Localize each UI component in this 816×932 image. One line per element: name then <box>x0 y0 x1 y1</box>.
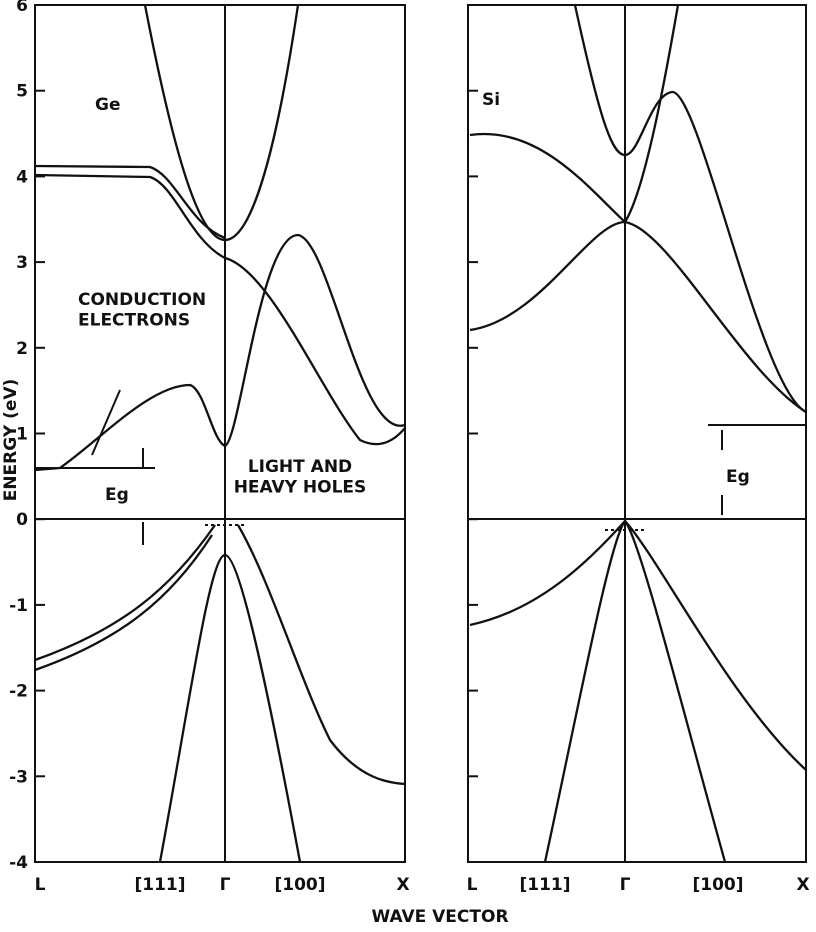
x-labels: L [111] Γ [100] X L [111] Γ [100] X <box>35 875 810 895</box>
ge-bands <box>34 4 406 863</box>
x-tick-label: Γ <box>220 875 231 895</box>
y-tick-label: -4 <box>9 853 28 873</box>
y-tick-label: 6 <box>16 0 28 16</box>
panel-label: Ge <box>95 95 120 115</box>
y-tick-label: -2 <box>9 682 28 702</box>
annotation: Eg <box>105 485 129 505</box>
y-tick-label: 4 <box>16 167 28 187</box>
x-tick-label: [100] <box>692 875 743 895</box>
x-tick-label: [111] <box>134 875 185 895</box>
y-axis-label: ENERGY (eV) <box>1 379 21 502</box>
frames <box>34 4 807 863</box>
y-tick-label: -1 <box>9 596 28 616</box>
x-tick-label: [100] <box>274 875 325 895</box>
annotation: CONDUCTION ELECTRONS <box>78 290 206 330</box>
y-tick-label: 0 <box>16 510 28 530</box>
y-ticks: 6 5 4 3 2 1 0 -1 -2 -3 -4 <box>9 0 478 873</box>
x-tick-label: Γ <box>620 875 631 895</box>
y-tick-label: 5 <box>16 82 28 102</box>
y-tick-label: 1 <box>16 425 28 445</box>
x-tick-label: X <box>796 875 809 895</box>
x-tick-label: [111] <box>519 875 570 895</box>
x-tick-label: L <box>35 875 46 895</box>
annotation: LIGHT AND HEAVY HOLES <box>234 457 367 497</box>
x-tick-label: L <box>467 875 478 895</box>
y-tick-label: -3 <box>9 767 28 787</box>
si-bands <box>469 4 807 863</box>
y-tick-label: 2 <box>16 339 28 359</box>
x-tick-label: X <box>396 875 409 895</box>
x-axis-label: WAVE VECTOR <box>371 907 508 927</box>
annotation: Eg <box>726 467 750 487</box>
panel-label: Si <box>482 90 500 110</box>
y-tick-label: 3 <box>16 253 28 273</box>
